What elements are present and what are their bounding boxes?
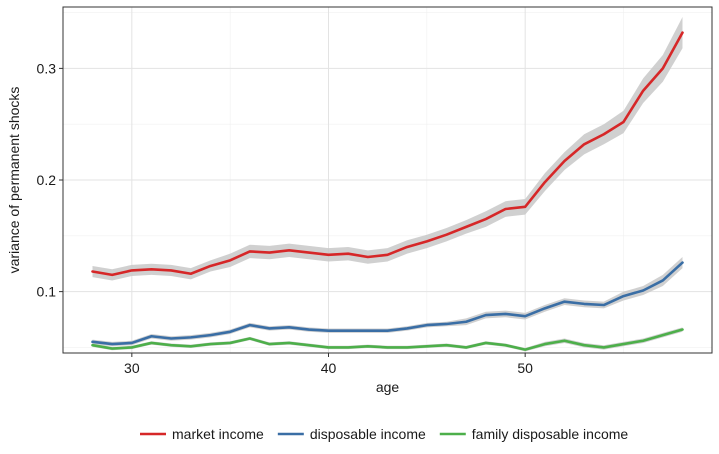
x-tick-label: 50 xyxy=(517,360,533,376)
confidence-band-3 xyxy=(92,327,683,352)
axis-ticks: 30 40 50 0.1 0.2 0.3 xyxy=(37,60,534,376)
y-tick-label: 0.2 xyxy=(37,172,57,188)
legend-label-2: disposable income xyxy=(310,426,426,442)
x-tick-label: 40 xyxy=(321,360,337,376)
y-tick-label: 0.3 xyxy=(37,60,57,76)
y-axis-title: variance of permanent shocks xyxy=(6,87,22,274)
x-axis-title: age xyxy=(376,379,400,395)
legend: market income disposable income family dis… xyxy=(140,426,628,442)
series-lines xyxy=(91,31,684,351)
x-tick-label: 30 xyxy=(124,360,140,376)
confidence-band-1 xyxy=(92,17,683,281)
series-line-1 xyxy=(91,31,684,277)
series-line-2 xyxy=(91,261,684,346)
y-tick-label: 0.1 xyxy=(37,284,57,300)
confidence-bands xyxy=(92,17,683,352)
legend-label-1: market income xyxy=(172,426,264,442)
legend-label-3: family disposable income xyxy=(472,426,629,442)
series-line-3 xyxy=(91,328,684,351)
